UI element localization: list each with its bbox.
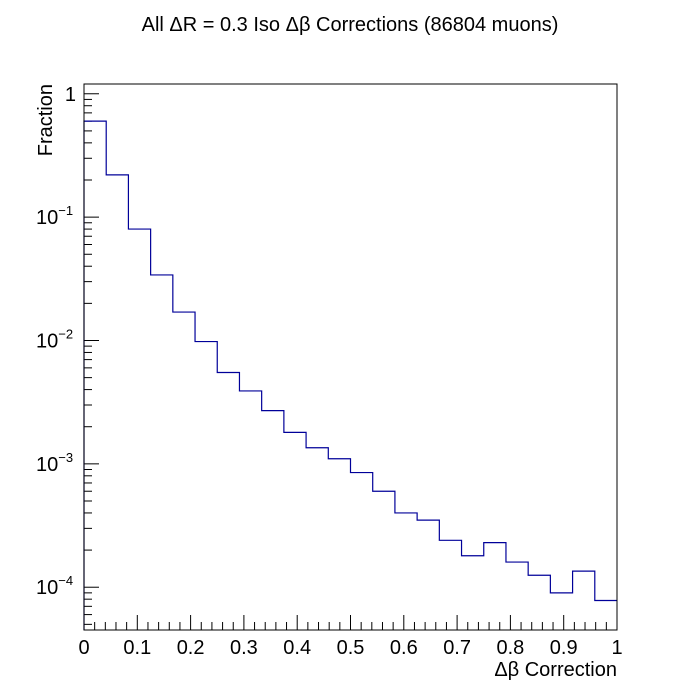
- histogram-step-line: [83, 120, 617, 630]
- x-tick-label: 0.6: [390, 637, 418, 659]
- plot-frame: [83, 83, 618, 631]
- x-tick-label: 0.5: [337, 637, 365, 659]
- y-axis-label: Fraction: [35, 84, 57, 156]
- x-tick-label: 0.3: [230, 637, 258, 659]
- y-tick-exponent: −2: [58, 326, 73, 341]
- chart-title: All ΔR = 0.3 Iso Δβ Corrections (86804 m…: [142, 14, 559, 36]
- y-tick-label: 10−1: [36, 203, 73, 229]
- x-tick-label: 0: [78, 637, 89, 659]
- x-tick-label: 0.2: [177, 637, 205, 659]
- x-tick-label: 1: [611, 637, 622, 659]
- x-tick-label: 0.8: [496, 637, 524, 659]
- y-tick-label: 1: [65, 84, 76, 106]
- x-tick-label: 0.9: [550, 637, 578, 659]
- axis-ticks: [83, 93, 618, 630]
- x-tick-label: 0.4: [283, 637, 311, 659]
- y-tick-exponent: −4: [58, 573, 73, 588]
- x-tick-label: 0.7: [443, 637, 471, 659]
- x-tick-label: 0.1: [123, 637, 151, 659]
- y-tick-label: 10−4: [36, 573, 73, 599]
- y-tick-exponent: −1: [58, 203, 73, 218]
- y-tick-exponent: −3: [58, 450, 73, 465]
- x-axis-label: Δβ Correction: [494, 659, 617, 681]
